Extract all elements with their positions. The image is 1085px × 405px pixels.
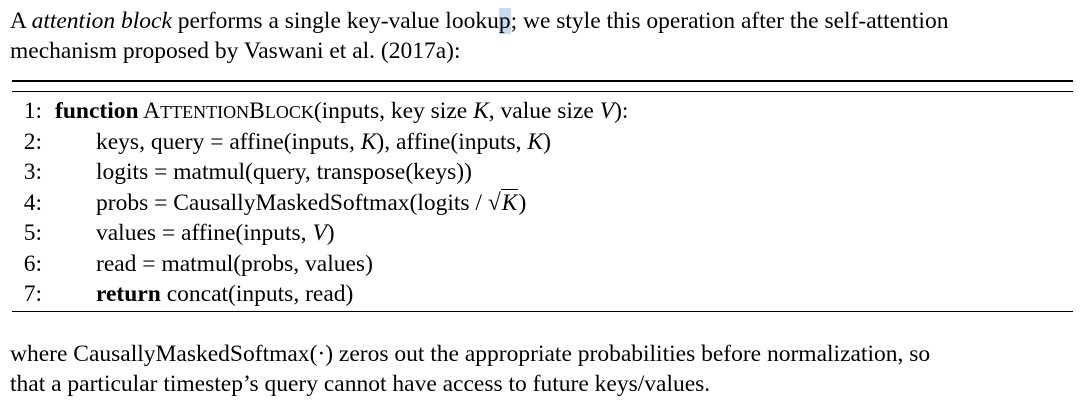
line-text: values = affine(inputs, V) <box>96 218 335 249</box>
line-text: return concat(inputs, read) <box>96 279 353 310</box>
line-number: 4: <box>23 189 42 216</box>
function-name-smallcaps: LOCK <box>264 102 314 122</box>
code-text: values = affine(inputs, <box>96 220 313 246</box>
outro-text: zeros out the appropriate probabilities … <box>333 341 931 367</box>
function-name-smallcaps: TTENTION <box>160 102 250 122</box>
algorithm-top-rule <box>12 80 1073 82</box>
algorithm-bottom-rule <box>12 311 1073 312</box>
math-var-k: K <box>473 98 489 124</box>
line-text: read = matmul(probs, values) <box>96 250 373 277</box>
outro-math-arg: (·) <box>309 341 334 367</box>
args-text: , value size <box>488 98 600 124</box>
intro-paragraph: A attention block performs a single key-… <box>10 6 1078 66</box>
line-number: 6: <box>23 250 42 277</box>
function-name-cap: A <box>143 98 161 124</box>
code-text: ) <box>518 189 527 216</box>
line-number: 3: <box>23 159 42 185</box>
intro-line-1: A attention block performs a single key-… <box>10 6 1078 36</box>
outro-line-2: that a particular timestep’s query canno… <box>10 371 711 397</box>
intro-line-2: mechanism proposed by Vaswani et al. (20… <box>10 38 461 64</box>
algorithm-line: 2: keys, query = affine(inputs, K), affi… <box>18 127 1068 158</box>
line-number: 5: <box>23 220 42 246</box>
line-text: probs = CausallyMaskedSoftmax(logits / √… <box>96 188 526 219</box>
algorithm-line: 3: logits = matmul(query, transpose(keys… <box>18 157 1068 188</box>
algorithm-line: 5: values = affine(inputs, V) <box>18 218 1068 249</box>
algorithm-header-rule <box>12 91 1073 92</box>
algorithm-block: 1: function ATTENTIONBLOCK(inputs, key s… <box>18 96 1068 310</box>
line-number: 2: <box>23 128 42 155</box>
code-text: ), affine(inputs, <box>376 128 528 155</box>
keyword-return: return <box>96 281 161 307</box>
intro-middle: performs a single key-value looku <box>171 8 499 34</box>
code-text: ) <box>326 220 335 246</box>
line-number: 7: <box>23 281 42 307</box>
args-text: ): <box>614 98 629 124</box>
keyword-function: function <box>55 98 139 124</box>
intro-prefix: A <box>10 8 32 34</box>
math-var-k: K <box>527 128 544 155</box>
math-var-v: V <box>599 98 615 124</box>
sqrt-radical-icon: √ <box>487 189 501 216</box>
args-text: (inputs, key size <box>313 98 474 124</box>
algorithm-line: 1: function ATTENTIONBLOCK(inputs, key s… <box>18 96 1068 127</box>
line-text: function ATTENTIONBLOCK(inputs, key size… <box>55 96 628 128</box>
algorithm-line: 7: return concat(inputs, read) <box>18 279 1068 310</box>
code-text: concat(inputs, read) <box>160 281 354 307</box>
math-var-v: V <box>312 220 327 246</box>
code-text: probs = CausallyMaskedSoftmax(logits / <box>96 189 488 216</box>
outro-paragraph: where CausallyMaskedSoftmax(·) zeros out… <box>10 339 1078 399</box>
line-number: 1: <box>23 98 42 124</box>
outro-line-1: where CausallyMaskedSoftmax(·) zeros out… <box>10 339 1078 369</box>
algorithm-line: 6: read = matmul(probs, values) <box>18 249 1068 280</box>
text-cursor-selection[interactable]: p <box>498 8 511 34</box>
outro-text: where CausallyMaskedSoftmax <box>10 341 310 367</box>
math-var-k: K <box>360 128 377 155</box>
math-var-k: K <box>500 188 519 216</box>
function-name-cap: B <box>249 98 265 124</box>
intro-rest: ; we style this operation after the self… <box>510 8 949 34</box>
line-text: logits = matmul(query, transpose(keys)) <box>96 159 472 185</box>
line-text: keys, query = affine(inputs, K), affine(… <box>96 127 551 158</box>
algorithm-line: 4: probs = CausallyMaskedSoftmax(logits … <box>18 188 1068 219</box>
code-text: keys, query = affine(inputs, <box>96 128 361 155</box>
intro-term: attention block <box>31 8 172 34</box>
sqrt-expression: √K <box>488 188 519 219</box>
code-text: ) <box>543 128 551 155</box>
